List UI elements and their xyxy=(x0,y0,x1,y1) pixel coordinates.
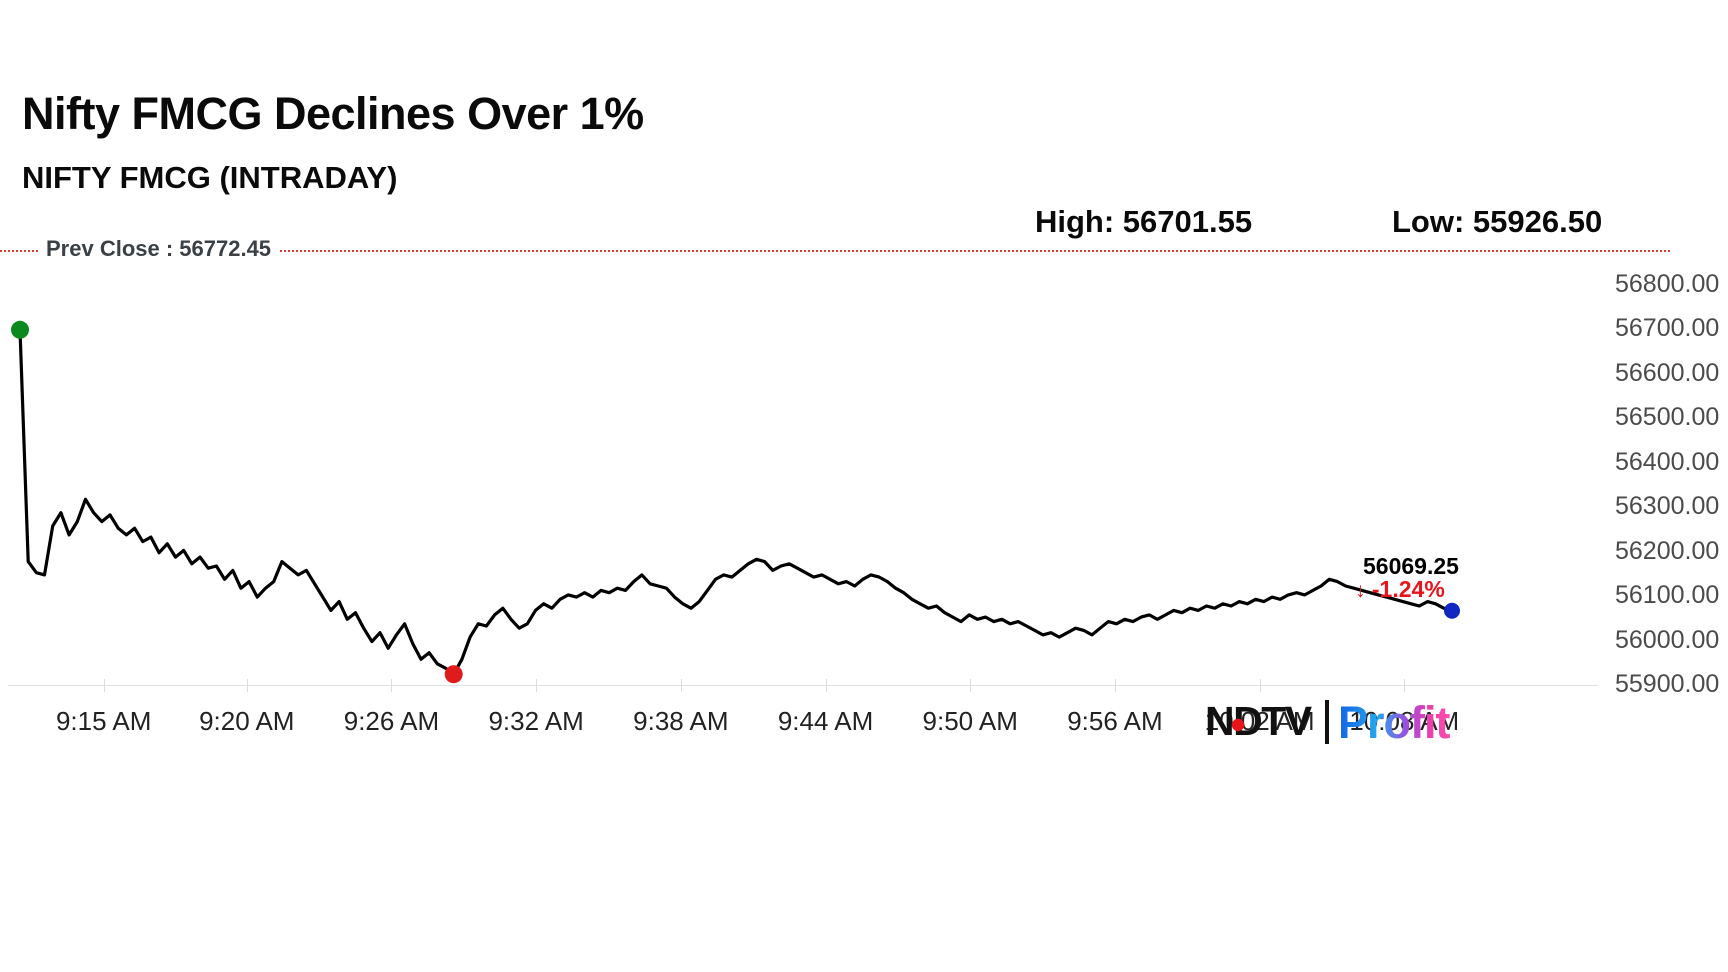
y-axis-tick-label: 56800.00 xyxy=(1615,270,1720,298)
x-axis-tick-label: 10:02 AM xyxy=(1204,706,1315,736)
change-percent: -1.24% xyxy=(1371,576,1445,602)
x-axis-tick xyxy=(103,679,105,692)
x-axis-tick xyxy=(1114,679,1116,692)
x-axis-tick xyxy=(1404,679,1406,692)
y-axis-tick-label: 56400.00 xyxy=(1615,447,1720,476)
ndtv-wordmark: NDTV xyxy=(1205,698,1313,744)
last-point-marker xyxy=(1444,602,1460,619)
x-axis-line xyxy=(8,685,1598,686)
x-axis-tick-label: 9:32 AM xyxy=(488,706,584,736)
y-axis-tick-label: 56100.00 xyxy=(1615,581,1720,610)
prev-close-line xyxy=(0,250,1670,252)
profit-wordmark: Profit xyxy=(1338,697,1451,748)
price-line-chart xyxy=(11,320,1460,684)
x-axis-tick-label: 9:50 AM xyxy=(922,706,1018,736)
x-axis-tick-label: 9:56 AM xyxy=(1067,706,1163,736)
y-axis-tick-label: 56300.00 xyxy=(1615,492,1720,521)
logo-divider xyxy=(1325,700,1329,744)
x-axis-tick xyxy=(536,679,538,692)
x-axis-tick-label: 9:15 AM xyxy=(55,706,152,736)
low-stat: Low: 55926.50 xyxy=(1392,204,1603,239)
high-stat: High: 56701.55 xyxy=(1035,204,1253,239)
y-axis-tick-label: 56200.00 xyxy=(1615,536,1720,565)
y-axis-tick-label: 55900.00 xyxy=(1615,670,1720,698)
y-axis-tick-label: 56600.00 xyxy=(1615,358,1720,387)
low-point-marker xyxy=(444,665,463,684)
page-title: Nifty FMCG Declines Over 1% xyxy=(22,88,644,139)
chart-subtitle: NIFTY FMCG (INTRADAY) xyxy=(22,160,398,195)
x-axis-tick xyxy=(246,679,248,692)
plot-area xyxy=(0,250,1610,686)
down-arrow-icon: ↓ xyxy=(1355,579,1366,602)
x-axis-tick-label: 10:08 AM xyxy=(1349,706,1460,736)
x-axis-tick-label: 9:44 AM xyxy=(777,706,874,736)
x-axis-tick xyxy=(391,679,393,692)
x-axis-tick xyxy=(970,679,972,692)
x-axis-tick xyxy=(680,679,682,692)
x-axis-tick-label: 9:26 AM xyxy=(343,706,440,736)
high-point-marker xyxy=(11,320,29,339)
x-axis-tick-label: 9:20 AM xyxy=(199,706,295,736)
x-axis-tick-label: 9:38 AM xyxy=(633,706,729,736)
x-axis-tick xyxy=(825,679,827,692)
last-price-change: ↓ -1.24% xyxy=(1355,576,1445,603)
ndtv-profit-logo: NDTV Profit xyxy=(1205,695,1505,755)
x-axis-tick xyxy=(1259,679,1261,692)
ndtv-red-dot-icon xyxy=(1231,718,1245,732)
y-axis-tick-label: 56500.00 xyxy=(1615,403,1720,432)
y-axis-tick-label: 56700.00 xyxy=(1615,314,1720,343)
prev-close-label: Prev Close : 56772.45 xyxy=(38,236,280,262)
y-axis-tick-label: 56000.00 xyxy=(1615,625,1720,654)
price-series-line xyxy=(18,328,1454,676)
last-price-value: 56069.25 xyxy=(1363,553,1459,579)
